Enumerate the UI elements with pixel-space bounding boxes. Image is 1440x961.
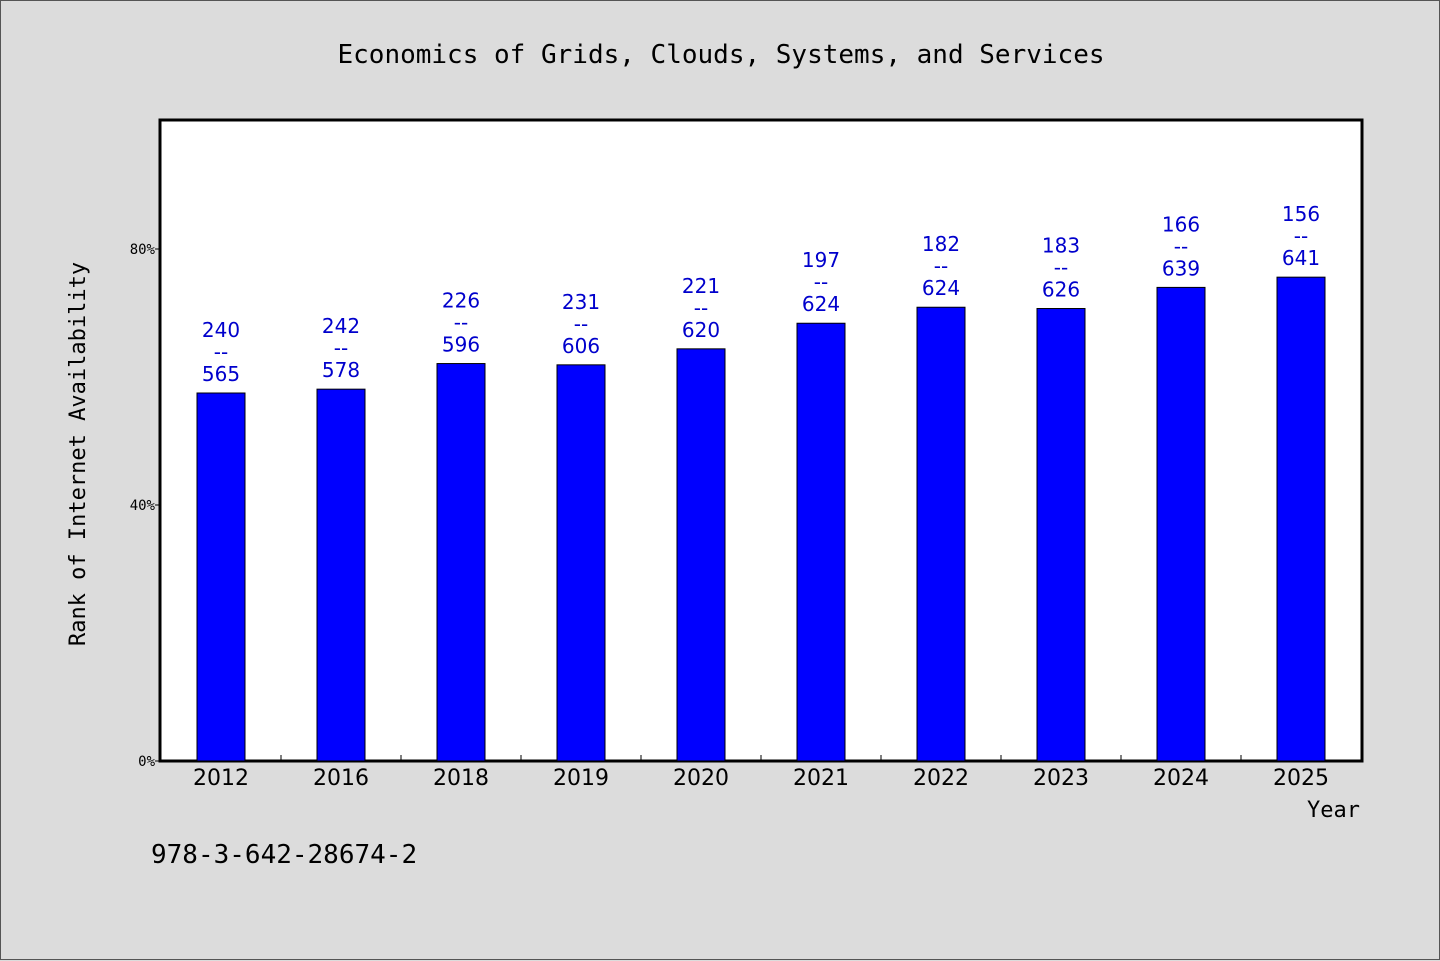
bar-series (196, 276, 1326, 762)
chart-title: Economics of Grids, Clouds, Systems, and… (337, 40, 1104, 70)
bar-label-bottom: 624 (802, 292, 840, 316)
bar-label-top: 182 (922, 232, 960, 256)
bar-label-bottom: 578 (322, 358, 360, 382)
x-tick-label: 2016 (313, 766, 369, 791)
bar-label-separator: -- (934, 254, 948, 278)
bar-label-bottom: 606 (562, 334, 600, 358)
bar-label-separator: -- (814, 270, 828, 294)
bar-label-bottom: 639 (1162, 256, 1200, 280)
bar-label-separator: -- (1174, 234, 1188, 258)
bar (436, 363, 486, 762)
x-tick-label: 2022 (913, 766, 969, 791)
bar-label-top: 156 (1282, 202, 1320, 226)
bar (556, 364, 606, 762)
bar (796, 322, 846, 762)
x-tick-label: 2020 (673, 766, 729, 791)
x-tick-label: 2019 (553, 766, 609, 791)
x-tick-label: 2024 (1153, 766, 1209, 791)
bar-label-bottom: 596 (442, 333, 480, 357)
x-tick-label: 2025 (1273, 766, 1329, 791)
isbn-footer: 978-3-642-28674-2 (151, 840, 417, 870)
bar-label-separator: -- (454, 311, 468, 335)
bar-label-separator: -- (574, 312, 588, 336)
bar-label-separator: -- (214, 340, 228, 364)
bar (1276, 276, 1326, 762)
x-axis-label: Year (1307, 798, 1360, 823)
bar-label-top: 242 (322, 314, 360, 338)
y-tick-label: 80% (130, 242, 156, 258)
bar-label-bottom: 626 (1042, 278, 1080, 302)
bar-label-separator: -- (694, 296, 708, 320)
bar-label-top: 166 (1162, 212, 1200, 236)
bar-label-bottom: 565 (202, 362, 240, 386)
x-tick-label: 2012 (193, 766, 249, 791)
bar (196, 392, 246, 762)
bar-label-top: 221 (682, 274, 720, 298)
y-axis-label: Rank of Internet Availability (66, 262, 91, 646)
bar-label-separator: -- (1294, 224, 1308, 248)
bar-label-bottom: 641 (1282, 246, 1320, 270)
bar-label-bottom: 620 (682, 318, 720, 342)
y-axis-ticks: 0% 40% 80% (130, 242, 161, 770)
bar (1036, 308, 1086, 762)
bar (316, 388, 366, 762)
bar-label-separator: -- (1054, 256, 1068, 280)
bar (1156, 286, 1206, 762)
bar-label-top: 231 (562, 290, 600, 314)
bar (676, 348, 726, 762)
bar-label-bottom: 624 (922, 276, 960, 300)
x-axis-ticks: 2012 2016 2018 2019 2020 2021 2022 2023 2024 2025 (193, 755, 1329, 791)
y-tick-label: 0% (138, 754, 155, 770)
bar-label-separator: -- (334, 336, 348, 360)
x-tick-label: 2018 (433, 766, 489, 791)
x-tick-label: 2021 (793, 766, 849, 791)
bar-label-top: 183 (1042, 234, 1080, 258)
bar-label-top: 240 (202, 318, 240, 342)
bar-label-top: 226 (442, 289, 480, 313)
bar-data-labels: 240--565242--578226--596231--606221--620… (202, 202, 1320, 386)
y-tick-label: 40% (130, 498, 156, 514)
x-tick-label: 2023 (1033, 766, 1089, 791)
bar-label-top: 197 (802, 248, 840, 272)
bar (916, 306, 966, 762)
